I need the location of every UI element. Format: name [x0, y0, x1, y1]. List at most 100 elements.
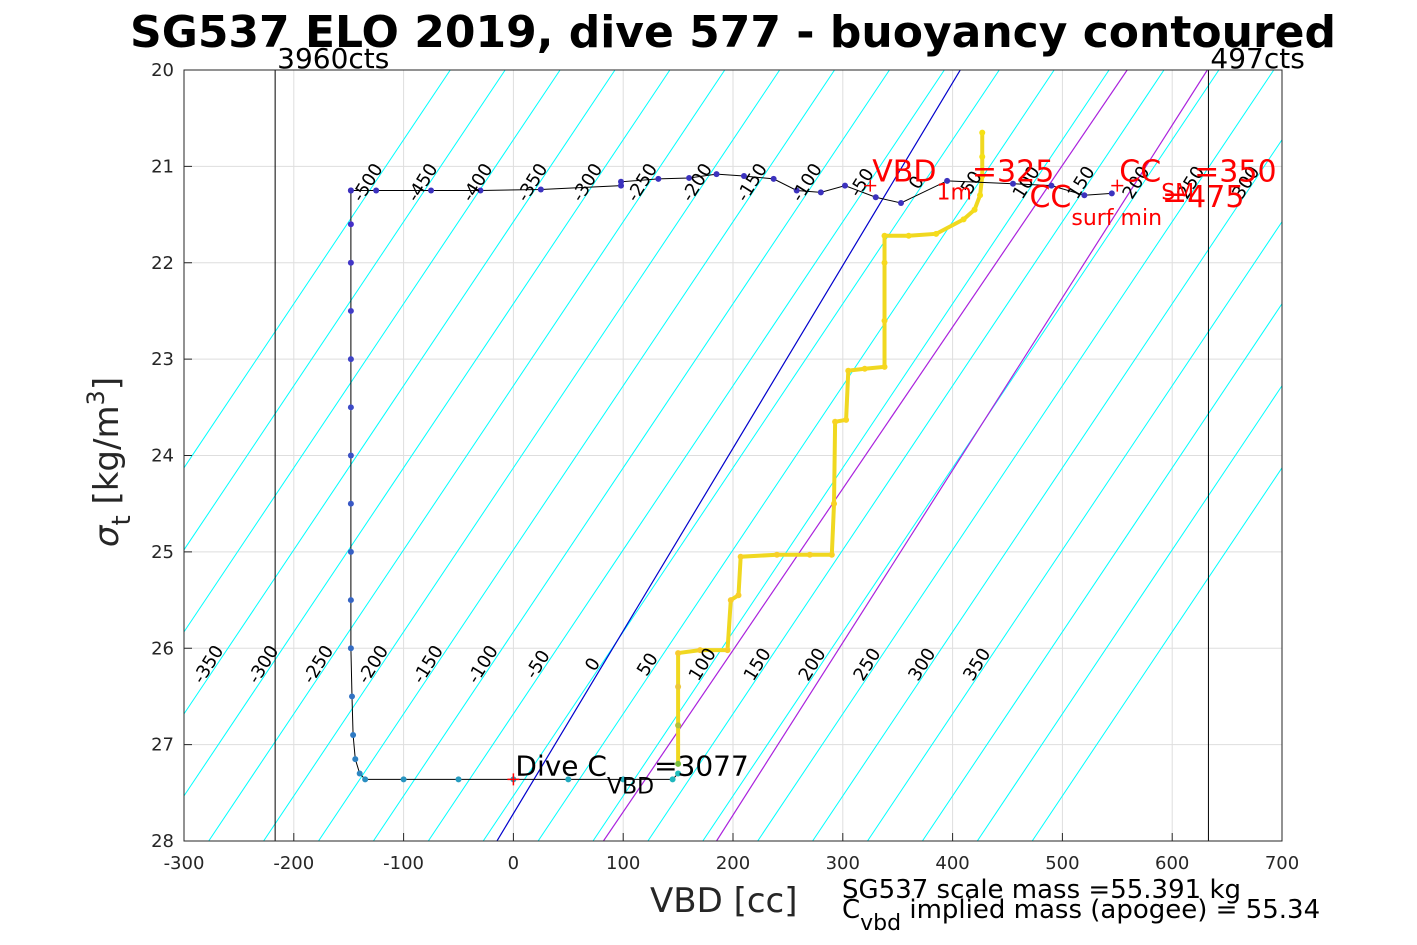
data-point	[944, 177, 951, 184]
data-point	[400, 776, 407, 783]
y-tick-label: 24	[151, 446, 174, 467]
data-point	[347, 356, 354, 363]
data-point	[881, 259, 888, 266]
data-point	[1048, 182, 1055, 189]
marker-label: Dive CVBD=3077	[515, 749, 748, 799]
buoyancy-contours	[184, 70, 1282, 841]
contour-line	[812, 138, 1282, 841]
data-point	[979, 153, 986, 160]
dive-series	[347, 129, 1115, 783]
contour-line	[184, 70, 506, 551]
data-point	[872, 194, 879, 201]
contour-line	[1031, 466, 1282, 841]
y-tick-label: 26	[151, 638, 174, 659]
y-tick-label: 22	[151, 253, 174, 274]
series-line-surface_dots	[350, 173, 1112, 204]
y-axis-label-unit: [kg/m	[87, 405, 127, 515]
marker-cross	[864, 179, 877, 192]
y-axis-label-close: ]	[87, 377, 127, 390]
data-point	[845, 367, 852, 374]
data-point	[828, 551, 835, 558]
data-point	[933, 230, 940, 237]
data-point	[669, 776, 676, 783]
data-point	[737, 553, 744, 560]
data-point	[347, 548, 354, 555]
data-point	[713, 171, 720, 178]
y-tick-label: 23	[151, 349, 174, 370]
x-tick-label: 500	[1045, 853, 1079, 874]
data-point	[1081, 192, 1088, 199]
y-axis-label-sup: 3	[82, 390, 110, 405]
data-point	[352, 756, 359, 763]
data-point	[348, 693, 355, 700]
contour-line	[976, 384, 1282, 841]
data-point	[373, 187, 380, 194]
contour-line	[482, 70, 1000, 841]
y-tick-label: 21	[151, 156, 174, 177]
data-point	[655, 175, 662, 182]
axis-ticks: -300 -200 -100 0 100 200 300 400 500 600 700 20 21 22…	[151, 60, 1299, 874]
x-tick-label: -300	[164, 853, 205, 874]
contour-line	[263, 70, 781, 841]
data-point	[477, 187, 484, 194]
data-point	[675, 650, 682, 657]
contour-line	[184, 70, 616, 715]
data-point	[356, 770, 363, 777]
contour-line	[702, 70, 1220, 841]
data-point	[347, 259, 354, 266]
surf-min-label: CCsurf min=475	[1029, 180, 1244, 231]
data-point	[362, 776, 369, 783]
data-point	[881, 363, 888, 370]
data-point	[971, 206, 978, 213]
data-point	[1009, 180, 1016, 187]
data-point	[843, 416, 850, 423]
contour-line	[537, 70, 1055, 841]
marker-label: VBD1m=325	[872, 155, 1054, 206]
contour-line	[647, 70, 1165, 841]
marker-cross	[1111, 179, 1124, 192]
data-point	[977, 192, 984, 199]
data-point	[806, 551, 813, 558]
data-point	[817, 189, 824, 196]
data-point	[347, 221, 354, 228]
y-tick-label: 27	[151, 735, 174, 756]
data-point	[841, 182, 848, 189]
data-point	[347, 452, 354, 459]
x-tick-label: 400	[935, 853, 969, 874]
data-point	[979, 129, 986, 136]
data-point	[727, 597, 734, 604]
data-point	[347, 307, 354, 314]
data-point	[832, 418, 839, 425]
data-point	[350, 731, 357, 738]
data-point	[897, 199, 904, 206]
data-point	[675, 770, 682, 777]
data-point	[675, 683, 682, 690]
y-tick-label: 25	[151, 542, 174, 563]
contour-line	[867, 220, 1282, 841]
data-point	[831, 500, 838, 507]
x-tick-label: -200	[273, 853, 314, 874]
x-tick-label: 200	[716, 853, 750, 874]
marker-label: CCSM=350	[1119, 155, 1276, 206]
data-point	[565, 776, 572, 783]
contour-line	[184, 70, 671, 797]
reference-line-CC_surf_min	[716, 70, 1208, 841]
data-point	[347, 187, 354, 194]
x-tick-label: 600	[1155, 853, 1189, 874]
y-tick-label: 20	[151, 60, 174, 81]
contour-line	[208, 70, 726, 841]
y-axis-label-symbol: σ	[87, 524, 127, 547]
x-tick-label: -100	[383, 853, 424, 874]
data-point	[347, 404, 354, 411]
data-point	[861, 365, 868, 372]
data-point	[735, 592, 742, 599]
data-point	[347, 597, 354, 604]
data-point	[881, 232, 888, 239]
y-axis-label-sub: t	[107, 515, 137, 525]
scale-mass-note: SG537 scale mass =55.391 kg	[842, 875, 1241, 905]
contour-line	[184, 70, 561, 633]
x-tick-label: 700	[1265, 853, 1299, 874]
data-point	[724, 647, 731, 654]
y-axis-label: σt [kg/m3]	[82, 377, 137, 547]
data-point	[428, 187, 435, 194]
